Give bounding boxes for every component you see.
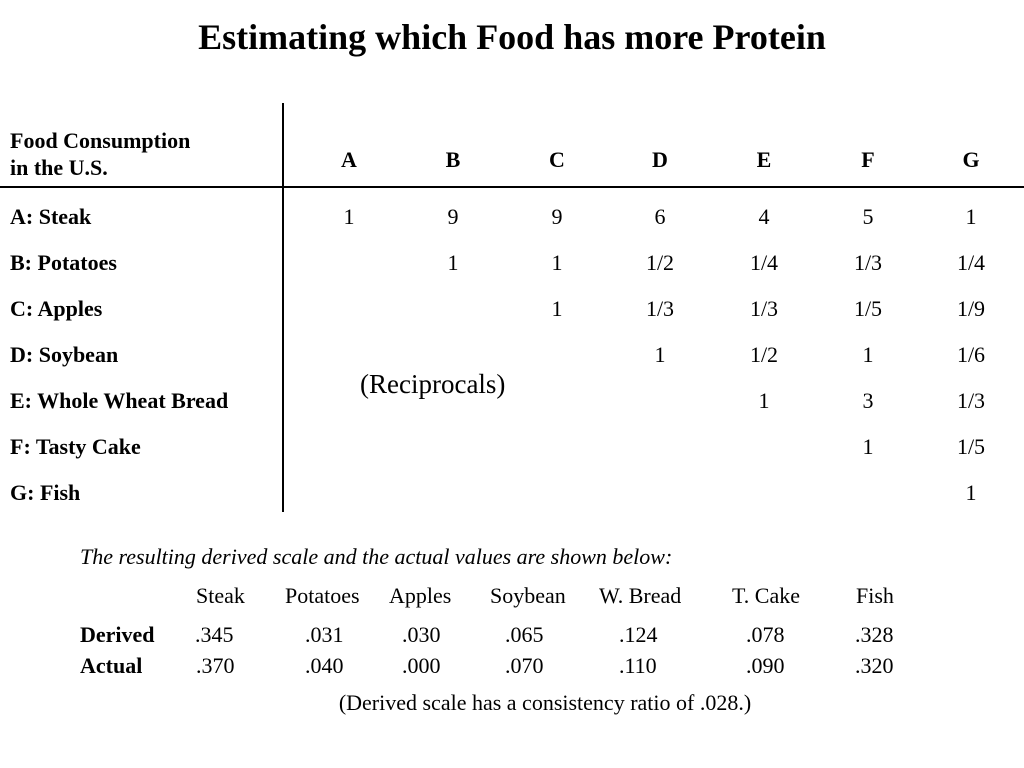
actual-value-potatoes: .040 <box>305 653 344 678</box>
table-vertical-divider <box>282 103 284 512</box>
matrix-cell: 1/3 <box>853 250 883 275</box>
row-label: B: Potatoes <box>10 250 117 275</box>
actual-value-apples: .000 <box>402 653 441 678</box>
matrix-cell: 1 <box>551 250 563 275</box>
reciprocals-label: (Reciprocals) <box>360 369 506 399</box>
actual-value-steak: .370 <box>196 653 235 678</box>
matrix-cell: 1/3 <box>645 296 675 321</box>
row-label: F: Tasty Cake <box>10 434 141 459</box>
matrix-cell: 1/9 <box>956 296 986 321</box>
row-label: C: Apples <box>10 296 103 321</box>
corner-line-1: Food Consumption <box>10 128 191 153</box>
matrix-cell: 1 <box>862 342 874 367</box>
scale-header-soybean: Soybean <box>490 583 566 608</box>
derived-value-w-bread: .124 <box>619 622 658 647</box>
actual-row-label: Actual <box>80 653 143 678</box>
scale-note: The resulting derived scale and the actu… <box>80 544 673 569</box>
matrix-cell: 1 <box>447 250 459 275</box>
scale-header-potatoes: Potatoes <box>285 583 360 608</box>
matrix-cell: 9 <box>551 204 563 229</box>
column-header-e: E <box>756 147 772 172</box>
matrix-cell: 1/5 <box>853 296 883 321</box>
actual-value-w-bread: .110 <box>619 653 657 678</box>
matrix-cell: 1 <box>343 204 355 229</box>
matrix-cell: 1 <box>654 342 666 367</box>
scale-header-apples: Apples <box>389 583 452 608</box>
matrix-cell: 1/4 <box>749 250 779 275</box>
matrix-cell: 9 <box>447 204 459 229</box>
table-horizontal-divider <box>0 186 1024 188</box>
table-corner-header: Food Consumption in the U.S. <box>10 127 190 181</box>
column-header-a: A <box>341 147 357 172</box>
row-label: E: Whole Wheat Bread <box>10 388 229 413</box>
consistency-footnote: (Derived scale has a consistency ratio o… <box>338 690 752 715</box>
matrix-cell: 1 <box>965 480 977 505</box>
matrix-cell: 1/6 <box>956 342 986 367</box>
matrix-cell: 1/2 <box>749 342 779 367</box>
row-label: A: Steak <box>10 204 92 229</box>
column-header-b: B <box>445 147 461 172</box>
matrix-cell: 1/2 <box>645 250 675 275</box>
scale-header-w-bread: W. Bread <box>599 583 682 608</box>
column-header-g: G <box>962 147 980 172</box>
derived-value-potatoes: .031 <box>305 622 344 647</box>
derived-value-t-cake: .078 <box>746 622 785 647</box>
derived-value-soybean: .065 <box>505 622 544 647</box>
matrix-cell: 1 <box>862 434 874 459</box>
scale-header-fish: Fish <box>856 583 894 608</box>
column-header-c: C <box>549 147 565 172</box>
matrix-cell: 1/5 <box>956 434 986 459</box>
actual-value-fish: .320 <box>855 653 894 678</box>
derived-row-label: Derived <box>80 622 155 647</box>
matrix-cell: 6 <box>654 204 666 229</box>
corner-line-2: in the U.S. <box>10 155 108 180</box>
derived-value-apples: .030 <box>402 622 441 647</box>
matrix-cell: 1/3 <box>749 296 779 321</box>
derived-value-steak: .345 <box>195 622 234 647</box>
matrix-cell: 4 <box>758 204 770 229</box>
scale-header-steak: Steak <box>196 583 245 608</box>
matrix-cell: 5 <box>862 204 874 229</box>
column-header-f: F <box>861 147 875 172</box>
actual-value-soybean: .070 <box>505 653 544 678</box>
matrix-cell: 1 <box>551 296 563 321</box>
row-label: G: Fish <box>10 480 81 505</box>
matrix-cell: 3 <box>862 388 874 413</box>
matrix-cell: 1/4 <box>956 250 986 275</box>
matrix-cell: 1 <box>758 388 770 413</box>
row-label: D: Soybean <box>10 342 119 367</box>
derived-value-fish: .328 <box>855 622 894 647</box>
scale-header-t-cake: T. Cake <box>732 583 801 608</box>
actual-value-t-cake: .090 <box>746 653 785 678</box>
column-header-d: D <box>652 147 668 172</box>
page-title: Estimating which Food has more Protein <box>198 17 826 57</box>
matrix-cell: 1/3 <box>956 388 986 413</box>
matrix-cell: 1 <box>965 204 977 229</box>
